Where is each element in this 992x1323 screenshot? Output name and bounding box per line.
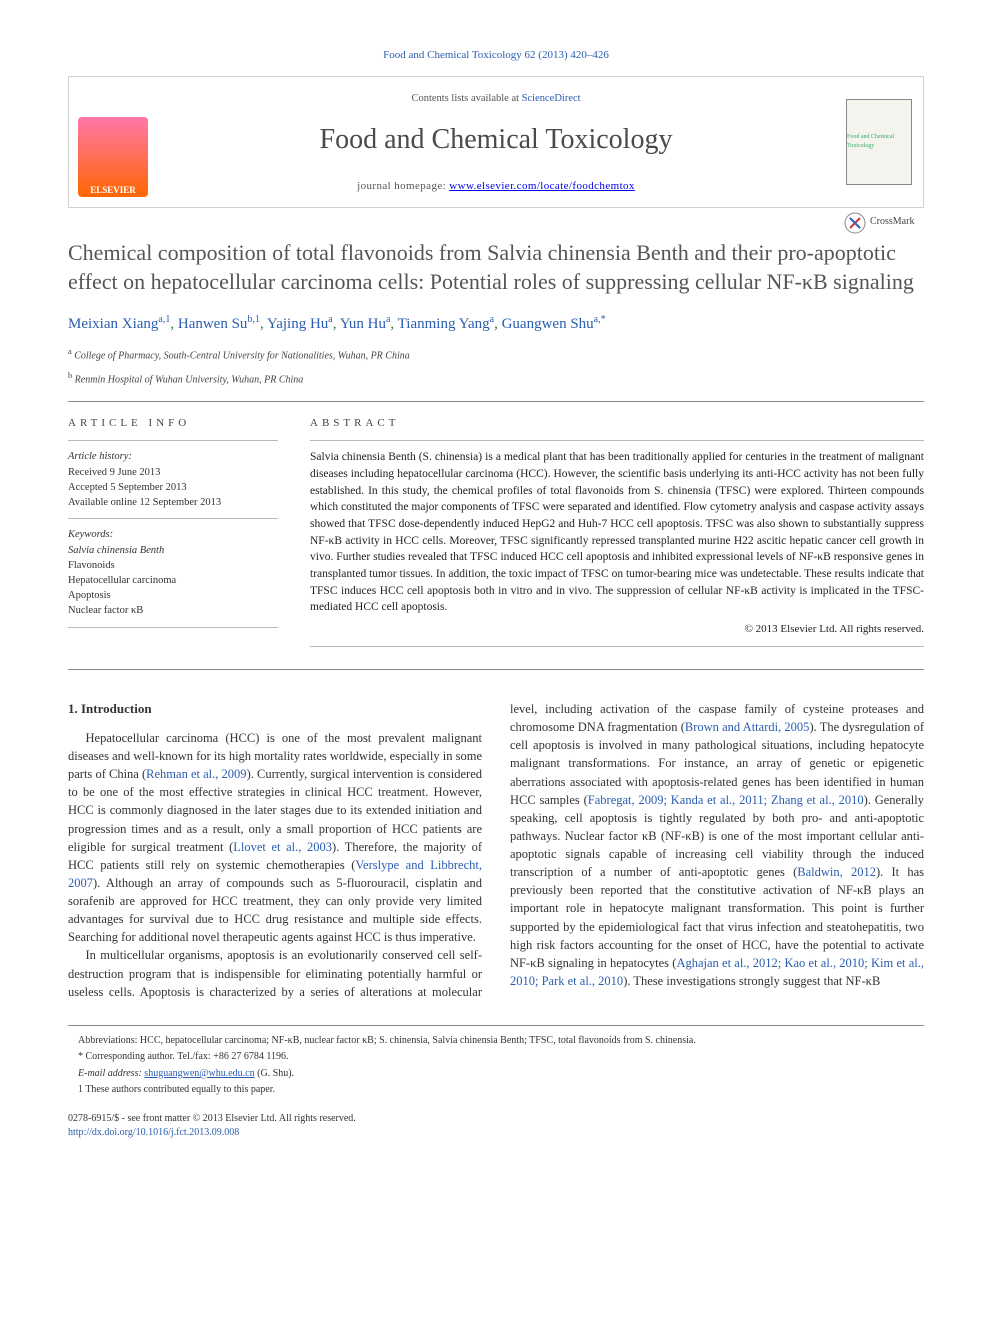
journal-homepage-link[interactable]: www.elsevier.com/locate/foodchemtox xyxy=(449,180,635,192)
section-heading-introduction: 1. Introduction xyxy=(68,700,482,719)
history-item: Received 9 June 2013 xyxy=(68,465,278,480)
affiliation-text: Renmin Hospital of Wuhan University, Wuh… xyxy=(75,374,304,385)
body-text: ). Although an array of compounds such a… xyxy=(68,876,482,944)
sciencedirect-link[interactable]: ScienceDirect xyxy=(522,93,581,104)
contents-available-line: Contents lists available at ScienceDirec… xyxy=(165,91,827,106)
elsevier-logo-icon: ELSEVIER xyxy=(78,117,148,197)
journal-name: Food and Chemical Toxicology xyxy=(165,120,827,161)
divider xyxy=(68,401,924,402)
citation-link[interactable]: Fabregat, 2009; Kanda et al., 2011; Zhan… xyxy=(588,793,864,807)
keyword-item: Hepatocellular carcinoma xyxy=(68,573,278,588)
keyword-item: Apoptosis xyxy=(68,588,278,603)
footnotes-block: Abbreviations: HCC, hepatocellular carci… xyxy=(68,1025,924,1098)
citation-link[interactable]: Rehman et al., 2009 xyxy=(146,767,246,781)
email-label: E-mail address: xyxy=(78,1068,144,1079)
body-two-column: 1. Introduction Hepatocellular carcinoma… xyxy=(68,700,924,1001)
email-suffix: (G. Shu). xyxy=(255,1068,294,1079)
article-history-block: Article history: Received 9 June 2013 Ac… xyxy=(68,449,278,510)
footnote-equal-contribution: 1 These authors contributed equally to t… xyxy=(68,1083,924,1098)
email-link[interactable]: shuguangwen@whu.edu.cn xyxy=(144,1068,254,1079)
crossmark-badge[interactable]: CrossMark xyxy=(844,212,924,234)
journal-homepage-line: journal homepage: www.elsevier.com/locat… xyxy=(165,179,827,195)
crossmark-label: CrossMark xyxy=(870,215,914,230)
page-footer: 0278-6915/$ - see front matter © 2013 El… xyxy=(68,1112,924,1141)
affiliation-a: a College of Pharmacy, South-Central Uni… xyxy=(68,346,924,364)
divider xyxy=(310,646,924,647)
article-title: Chemical composition of total flavonoids… xyxy=(68,238,924,297)
divider xyxy=(68,669,924,670)
body-text: ). These investigations strongly suggest… xyxy=(623,974,880,988)
footer-front-matter: 0278-6915/$ - see front matter © 2013 El… xyxy=(68,1112,924,1127)
citation-link[interactable]: Brown and Attardi, 2005 xyxy=(685,720,810,734)
page: Food and Chemical Toxicology 62 (2013) 4… xyxy=(0,0,992,1181)
journal-cover-icon: Food and Chemical Toxicology xyxy=(846,99,912,185)
footnote-email: E-mail address: shuguangwen@whu.edu.cn (… xyxy=(68,1067,924,1082)
keywords-label: Keywords: xyxy=(68,527,278,542)
divider xyxy=(310,440,924,441)
abstract-column: ABSTRACT Salvia chinensia Benth (S. chin… xyxy=(310,416,924,655)
keywords-block: Keywords: Salvia chinensia Benth Flavono… xyxy=(68,527,278,618)
body-paragraph: Hepatocellular carcinoma (HCC) is one of… xyxy=(68,729,482,947)
running-head-citation: Food and Chemical Toxicology 62 (2013) 4… xyxy=(68,48,924,64)
keyword-item: Nuclear factor κB xyxy=(68,603,278,618)
author-list: Meixian Xianga,1, Hanwen Sub,1, Yajing H… xyxy=(68,313,924,336)
abstract-copyright: © 2013 Elsevier Ltd. All rights reserved… xyxy=(310,622,924,638)
info-abstract-row: ARTICLE INFO Article history: Received 9… xyxy=(68,416,924,655)
affiliations-block: a College of Pharmacy, South-Central Uni… xyxy=(68,346,924,388)
keyword-item: Salvia chinensia Benth xyxy=(68,543,278,558)
citation-link[interactable]: Llovet et al., 2003 xyxy=(233,840,332,854)
abstract-text: Salvia chinensia Benth (S. chinensia) is… xyxy=(310,449,924,616)
history-label: Article history: xyxy=(68,449,278,464)
journal-homepage-label: journal homepage: xyxy=(357,180,449,192)
header-center: Contents lists available at ScienceDirec… xyxy=(157,77,835,207)
footnote-abbreviations: Abbreviations: HCC, hepatocellular carci… xyxy=(68,1034,924,1049)
divider xyxy=(68,440,278,441)
contents-available-text: Contents lists available at xyxy=(411,93,521,104)
journal-header-band: ELSEVIER Contents lists available at Sci… xyxy=(68,76,924,208)
keyword-item: Flavonoids xyxy=(68,558,278,573)
article-info-column: ARTICLE INFO Article history: Received 9… xyxy=(68,416,278,655)
history-item: Available online 12 September 2013 xyxy=(68,495,278,510)
journal-cover-slot: Food and Chemical Toxicology xyxy=(835,77,923,207)
divider xyxy=(68,518,278,519)
affiliation-b: b Renmin Hospital of Wuhan University, W… xyxy=(68,370,924,388)
footnote-corresponding: * Corresponding author. Tel./fax: +86 27… xyxy=(68,1050,924,1065)
body-text: ). It has previously been reported that … xyxy=(510,865,924,970)
doi-link[interactable]: http://dx.doi.org/10.1016/j.fct.2013.09.… xyxy=(68,1127,239,1138)
crossmark-icon xyxy=(844,212,866,234)
article-info-head: ARTICLE INFO xyxy=(68,416,278,432)
publisher-logo-slot: ELSEVIER xyxy=(69,77,157,207)
keyword-text: Salvia chinensia Benth xyxy=(68,545,164,556)
history-item: Accepted 5 September 2013 xyxy=(68,480,278,495)
citation-link[interactable]: Baldwin, 2012 xyxy=(797,865,876,879)
affiliation-text: College of Pharmacy, South-Central Unive… xyxy=(74,350,410,361)
divider xyxy=(68,627,278,628)
abstract-head: ABSTRACT xyxy=(310,416,924,432)
